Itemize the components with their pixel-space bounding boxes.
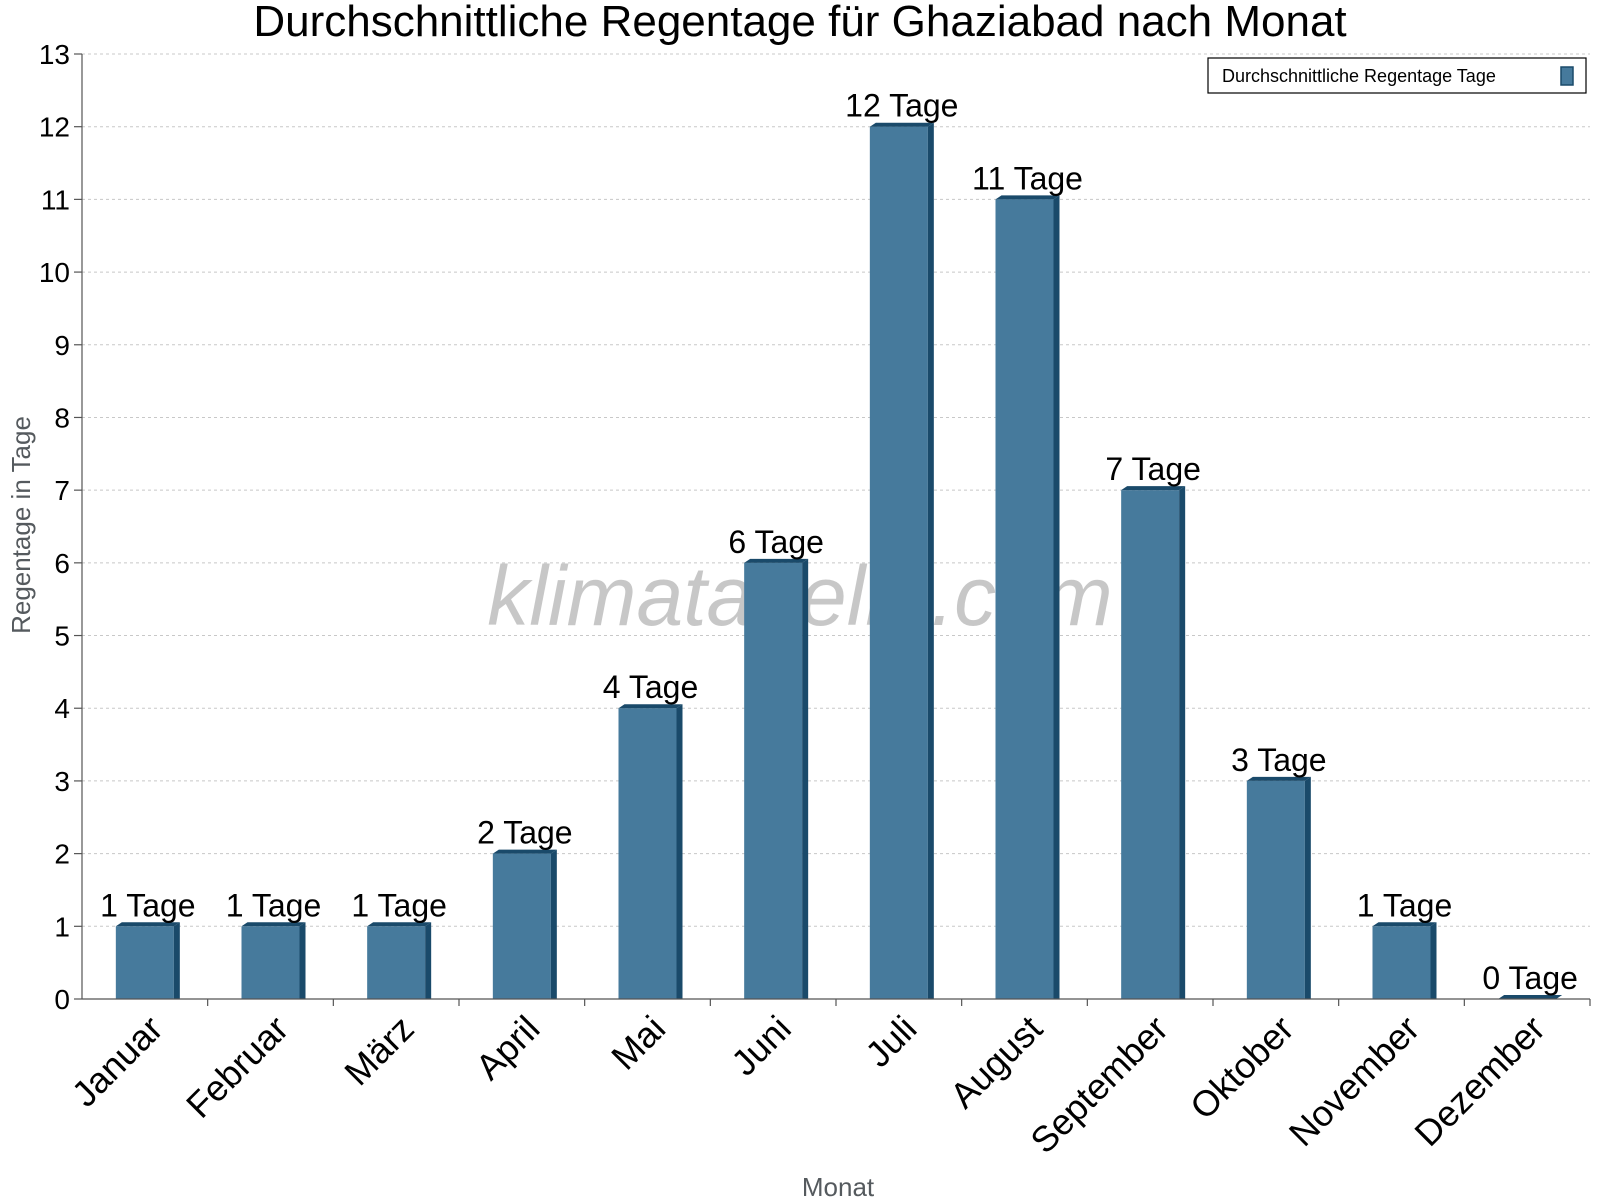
x-tick-label: April (468, 1008, 548, 1088)
bar (492, 853, 551, 999)
bar-top (1121, 486, 1186, 491)
x-tick-label: September (1022, 1008, 1176, 1162)
bar-top (1372, 922, 1437, 927)
x-tick-label: Juni (723, 1008, 799, 1084)
x-tick-label: Dezember (1406, 1008, 1552, 1154)
x-tick-label: Juli (857, 1008, 924, 1075)
x-tick-label: Mai (603, 1008, 673, 1078)
data-label: 1 Tage (351, 887, 447, 923)
x-tick-label: Februar (178, 1008, 296, 1126)
data-label: 1 Tage (100, 887, 196, 923)
data-label: 3 Tage (1231, 742, 1327, 778)
bar (115, 926, 174, 999)
y-tick-label: 0 (54, 984, 70, 1015)
bar-top (618, 704, 683, 709)
data-label: 4 Tage (603, 669, 699, 705)
y-tick-label: 5 (54, 621, 70, 652)
bar-side (927, 122, 934, 999)
data-label: 12 Tage (845, 88, 958, 124)
bar (1372, 926, 1431, 999)
legend-box (1207, 57, 1587, 94)
y-tick-label: 3 (54, 766, 70, 797)
x-ticks: Januar Februar März April Mai Juni Juli AugustS… (64, 999, 1591, 1162)
bar-side (1304, 776, 1311, 999)
bar (618, 708, 677, 999)
bar-top (869, 122, 934, 127)
grid (82, 53, 1590, 927)
bar-top (241, 922, 306, 927)
y-tick-label: 10 (39, 257, 70, 288)
bar-top (1498, 995, 1563, 999)
chart-title: Durchschnittliche Regentage für Ghaziaba… (253, 0, 1346, 46)
bar-side (676, 704, 683, 999)
axes (81, 54, 1590, 1000)
bar-side (1053, 195, 1060, 999)
legend-label: Durchschnittliche Regentage Tage (1222, 66, 1496, 86)
bar-side (1179, 486, 1186, 1000)
bar-side (550, 849, 557, 999)
bar-top (367, 922, 432, 927)
y-tick-label: 7 (54, 475, 70, 506)
y-tick-label: 4 (54, 693, 70, 724)
legend-swatch (1560, 66, 1574, 86)
bar-top (995, 195, 1060, 200)
bar-side (173, 922, 180, 999)
x-tick-label: März (336, 1008, 422, 1094)
y-tick-label: 12 (39, 112, 70, 143)
data-label: 11 Tage (972, 160, 1083, 196)
bar (367, 926, 426, 999)
bar-side (299, 922, 306, 999)
y-tick-label: 13 (39, 39, 70, 70)
y-tick-label: 9 (54, 330, 70, 361)
y-axis-label: Regentage in Tage (6, 416, 36, 634)
data-label: 1 Tage (1357, 887, 1453, 923)
bar-top (115, 922, 180, 927)
bar (995, 199, 1054, 999)
bar (869, 126, 928, 999)
bar-top (744, 558, 809, 563)
bar (1246, 780, 1305, 999)
bar (241, 926, 300, 999)
data-label: 6 Tage (728, 524, 824, 560)
data-label: 1 Tage (226, 887, 322, 923)
y-tick-label: 6 (54, 548, 70, 579)
bar-side (802, 558, 809, 999)
bar-side (1430, 922, 1437, 999)
x-tick-label: Januar (64, 1008, 171, 1115)
x-axis-label: Monat (802, 1172, 875, 1200)
y-tick-label: 11 (41, 184, 70, 215)
bar (1121, 490, 1180, 999)
data-label: 0 Tage (1482, 960, 1578, 996)
data-labels: 1 Tage 1 Tage 1 Tage 2 Tage 4 Tage 6 Tage 12 T… (100, 88, 1578, 996)
bar-side (425, 922, 432, 999)
x-tick-label: August (942, 1008, 1050, 1116)
y-tick-label: 8 (54, 402, 70, 433)
legend: Durchschnittliche Regentage Tage (1207, 57, 1587, 94)
bars (115, 122, 1563, 1000)
y-tick-label: 2 (54, 839, 70, 870)
x-tick-label: Oktober (1182, 1008, 1302, 1128)
data-label: 2 Tage (477, 815, 573, 851)
data-label: 7 Tage (1105, 451, 1201, 487)
y-tick-label: 1 (54, 911, 70, 942)
bar-top (492, 849, 557, 854)
x-tick-label: November (1281, 1008, 1427, 1154)
bar-top (1246, 776, 1311, 781)
bar (744, 562, 803, 999)
